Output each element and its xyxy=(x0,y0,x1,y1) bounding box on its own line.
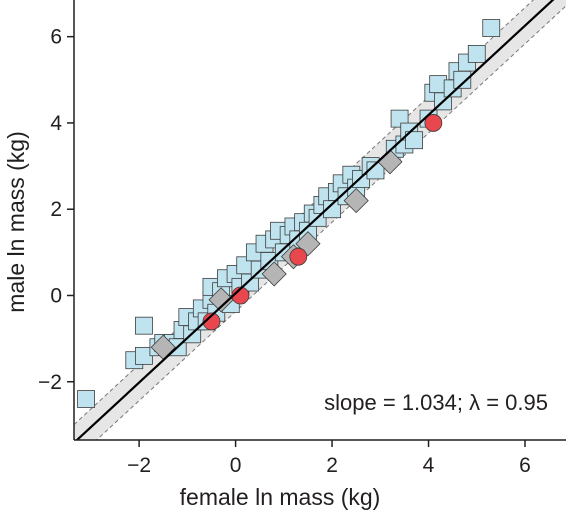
y-tick-label: 0 xyxy=(50,284,62,307)
data-point-square xyxy=(135,316,153,335)
data-point-gray-square xyxy=(343,188,369,214)
data-point-gray-square xyxy=(261,261,287,287)
data-points xyxy=(77,19,501,408)
y-tick-label: 4 xyxy=(50,112,62,135)
data-point-gray-square xyxy=(208,287,234,313)
data-point-square xyxy=(467,45,486,63)
slope-annotation: slope = 1.034; λ = 0.95 xyxy=(324,390,548,415)
y-axis-label: male ln mass (kg) xyxy=(3,131,29,312)
x-tick-label: 4 xyxy=(423,454,435,477)
fit-line-layer xyxy=(75,0,555,440)
ticks: −2 0 2 4 6 −2 0 2 4 6 xyxy=(38,26,531,477)
axes xyxy=(73,0,566,441)
x-tick-label: 6 xyxy=(519,454,531,477)
data-point-circle xyxy=(202,312,221,331)
fit-line xyxy=(75,0,555,440)
x-tick-label: −2 xyxy=(127,454,151,477)
y-tick-label: 6 xyxy=(50,26,62,49)
data-point-square xyxy=(77,390,95,408)
data-point-circle xyxy=(289,247,308,266)
data-point-circle xyxy=(424,114,443,132)
y-tick-label: −2 xyxy=(38,371,62,394)
data-point-square xyxy=(453,70,472,89)
y-tick-label: 2 xyxy=(50,198,62,221)
x-axis-label: female ln mass (kg) xyxy=(180,484,381,510)
x-tick-label: 2 xyxy=(326,454,338,477)
data-point-square xyxy=(405,131,423,150)
data-point-square xyxy=(482,19,501,37)
x-tick-label: 0 xyxy=(230,454,242,477)
